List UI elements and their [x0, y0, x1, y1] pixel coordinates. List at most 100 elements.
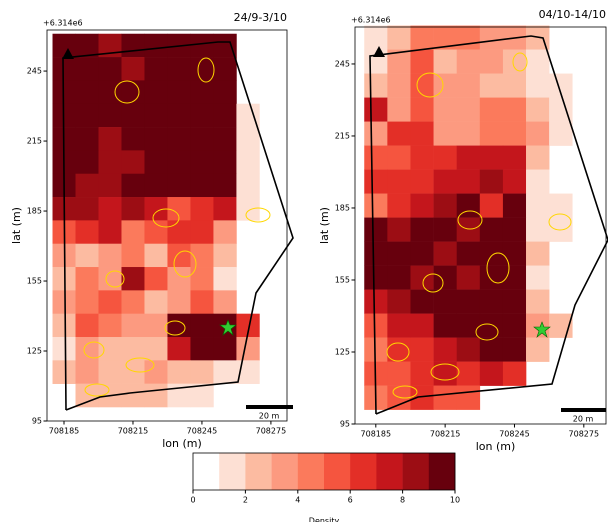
heatmap-cell	[526, 121, 550, 146]
contour	[173, 250, 197, 278]
heatmap-cell	[98, 103, 122, 128]
heatmap-cell	[75, 127, 99, 151]
x-tick-label: 708275	[569, 430, 600, 439]
heatmap-cell	[213, 337, 237, 361]
heatmap-cell	[479, 217, 504, 242]
heatmap-cell	[479, 97, 504, 122]
heatmap-cell	[526, 97, 550, 122]
heatmap-cell	[98, 173, 122, 198]
heatmap-cell	[75, 220, 99, 244]
heatmap-cell	[456, 145, 481, 170]
heatmap-cell	[456, 73, 481, 98]
heatmap-cell	[213, 220, 237, 244]
heatmap-cell	[387, 25, 411, 50]
heatmap-cell	[502, 169, 527, 194]
heatmap-cell	[433, 145, 457, 170]
heatmap-cell	[144, 150, 168, 175]
heatmap-cell	[387, 217, 411, 242]
contour	[457, 210, 483, 230]
heatmap-cell	[190, 360, 214, 384]
heatmap-cell	[52, 313, 76, 338]
heatmap-cell	[98, 57, 122, 81]
heatmap-cell	[52, 337, 76, 361]
heatmap-cell	[479, 121, 504, 146]
heatmap-cell	[364, 73, 388, 98]
heatmap-cell	[144, 103, 168, 128]
y-tick-label: 95	[340, 420, 350, 429]
contour	[197, 57, 215, 83]
colorbar-swatch	[297, 453, 325, 490]
offset-text: +6.314e6	[43, 19, 83, 28]
heatmap-cell	[75, 267, 99, 291]
y-tick-label: 155	[27, 277, 42, 286]
heatmap-cell	[456, 49, 481, 74]
heatmap-cell	[236, 103, 260, 128]
heatmap-cell	[387, 265, 411, 290]
heatmap-cell	[387, 145, 411, 170]
y-tick-label: 185	[335, 203, 350, 212]
heatmap-cell	[144, 360, 168, 384]
heatmap-cell	[75, 173, 99, 198]
colorbar-swatch	[376, 453, 403, 490]
heatmap-cell	[167, 313, 191, 338]
heatmap-cell	[121, 127, 145, 151]
heatmap-cell	[479, 265, 504, 290]
y-tick-label: 215	[27, 137, 42, 146]
heatmap-cell	[526, 265, 550, 290]
heatmap-cell	[387, 97, 411, 122]
heatmap-cell	[98, 33, 122, 58]
heatmap-cell	[167, 57, 191, 81]
colorbar-swatch	[350, 453, 377, 490]
heatmap-cell	[213, 243, 237, 268]
heatmap-cell	[502, 337, 527, 362]
heatmap-cell	[144, 290, 168, 314]
heatmap-cell	[502, 313, 527, 338]
heatmap-cell	[502, 289, 527, 314]
heatmap-cell	[364, 97, 388, 122]
heatmap-cell	[502, 73, 527, 98]
heatmap-cell	[213, 103, 237, 128]
heatmap-cell	[167, 197, 191, 221]
star-marker	[533, 321, 551, 338]
contour	[486, 252, 510, 284]
overlay	[62, 35, 608, 415]
heatmap-cell	[387, 361, 411, 386]
heatmap-cell	[502, 97, 527, 122]
chart-title: 24/9-3/10	[234, 11, 287, 24]
heatmap-cell	[410, 241, 434, 266]
contour	[84, 383, 110, 397]
heatmap-cell	[433, 241, 457, 266]
heatmap-cell	[98, 197, 122, 221]
heatmap-cell	[167, 173, 191, 198]
heatmap-cell	[410, 49, 434, 74]
heatmap-cell	[190, 383, 214, 408]
y-axis-label: lat (m)	[318, 207, 331, 244]
site-boundary	[62, 41, 294, 411]
heatmap-cell	[52, 57, 76, 81]
heatmap-cell	[213, 173, 237, 198]
y-tick-label: 245	[335, 59, 350, 68]
x-tick-label: 708185	[361, 430, 392, 439]
heatmap-cell	[479, 289, 504, 314]
heatmap-cell	[213, 127, 237, 151]
heatmap-cell	[236, 150, 260, 175]
colorbar-swatch	[428, 453, 456, 490]
heatmap-cell	[144, 267, 168, 291]
heatmap	[364, 25, 573, 410]
heatmap-cell	[526, 145, 550, 170]
heatmap-cell	[433, 121, 457, 146]
heatmap-cell	[190, 173, 214, 198]
heatmap-cell	[52, 290, 76, 314]
heatmap-cell	[52, 80, 76, 105]
heatmap-cell	[502, 241, 527, 266]
heatmap-cell	[121, 290, 145, 314]
heatmap-cell	[98, 267, 122, 291]
heatmap-cell	[121, 243, 145, 268]
colorbar-swatch	[271, 453, 299, 490]
heatmap-cell	[190, 127, 214, 151]
heatmap-cell	[433, 73, 457, 98]
heatmap-cell	[190, 267, 214, 291]
heatmap-cell	[526, 193, 550, 218]
heatmap-cell	[213, 290, 237, 314]
contour	[386, 342, 410, 362]
